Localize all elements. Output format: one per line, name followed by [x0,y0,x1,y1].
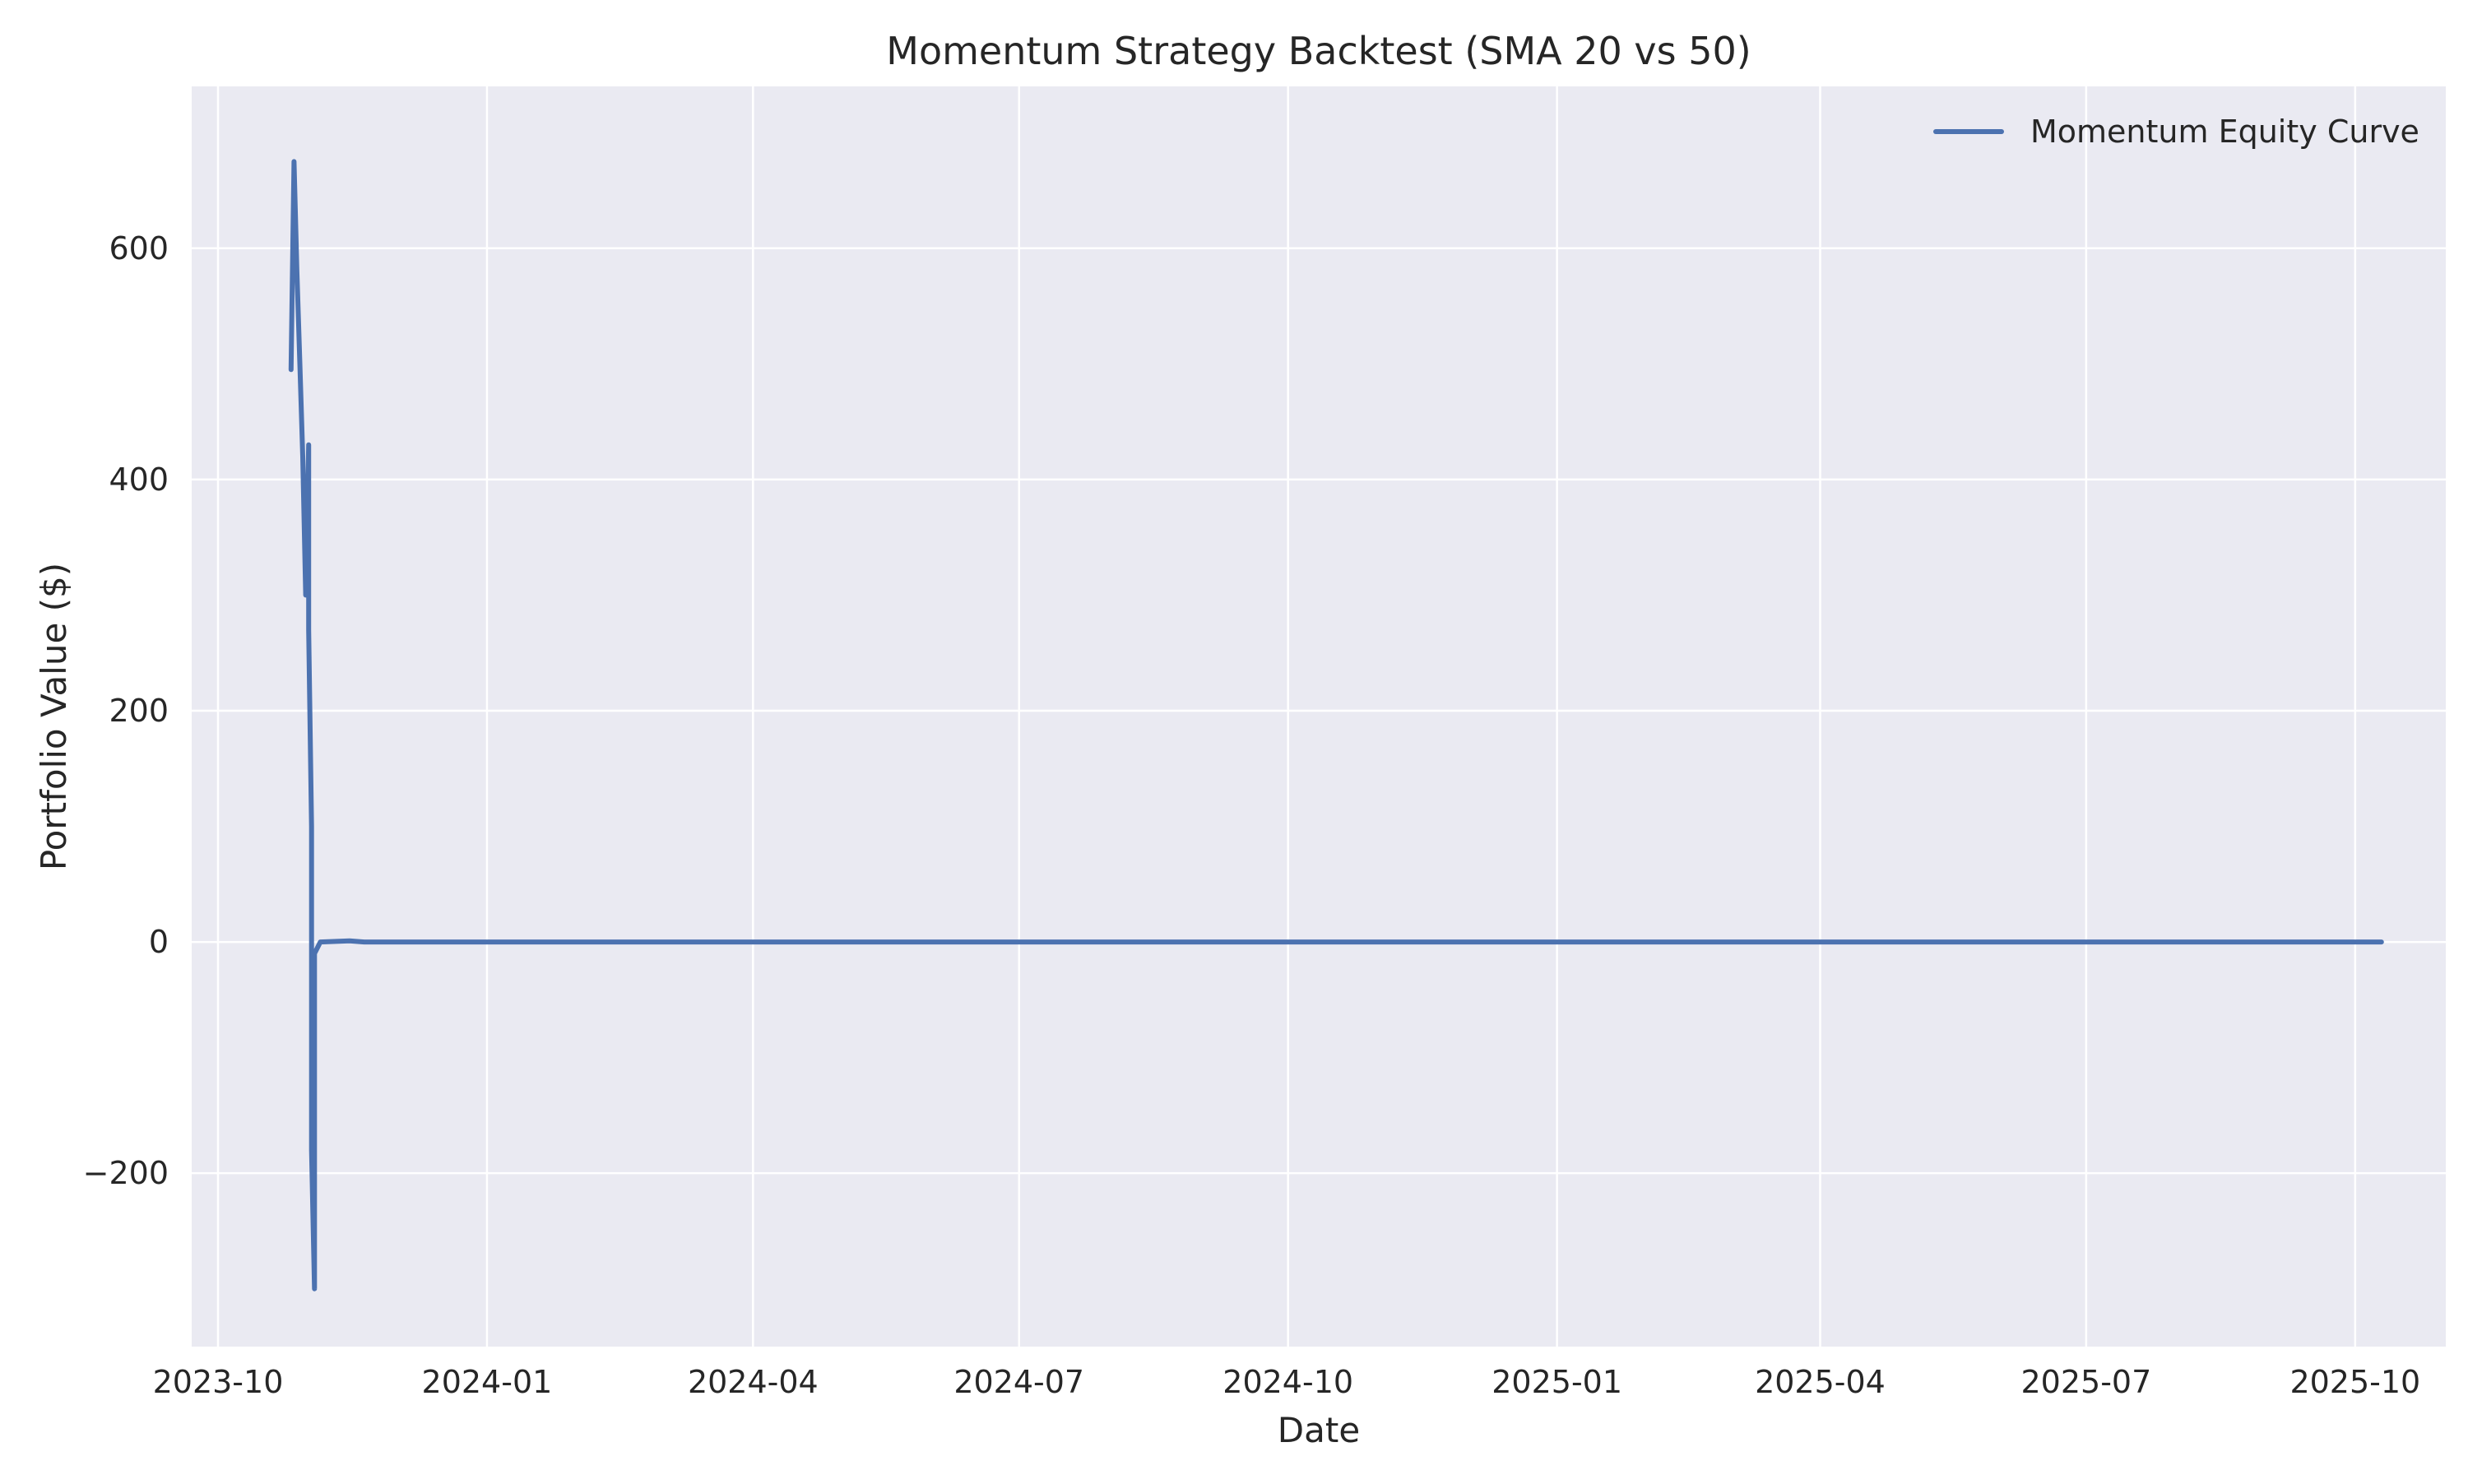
x-tick-label: 2025-07 [2020,1364,2151,1400]
series-layer [288,159,2384,1292]
y-axis-label: Portfolio Value ($) [34,563,74,870]
y-tick-label: 0 [149,924,169,960]
x-axis-label: Date [1278,1410,1360,1450]
x-tick-label: 2025-10 [2289,1364,2420,1400]
plot-area [192,86,2446,1347]
x-tick-label: 2024-10 [1222,1364,1353,1400]
x-tick-label: 2025-01 [1491,1364,1622,1400]
x-tick-label: 2024-04 [688,1364,819,1400]
tick-labels: 2023-10 2024-01 2024-04 2024-07 2024-10 2025-… [83,230,2421,1400]
x-tick-label: 2023-10 [153,1364,284,1400]
legend: Momentum Equity Curve [1933,114,2419,150]
series-line-momentum-equity-curve [288,159,2384,1292]
x-tick-label: 2025-04 [1755,1364,1886,1400]
y-tick-label: 400 [109,461,169,498]
chart-title: Momentum Strategy Backtest (SMA 20 vs 50… [886,29,1751,73]
x-tick-label: 2024-01 [422,1364,553,1400]
y-tick-label: −200 [83,1155,169,1191]
legend-label-momentum-equity-curve: Momentum Equity Curve [2030,114,2419,150]
y-tick-label: 600 [109,230,169,267]
y-tick-label: 200 [109,693,169,729]
x-tick-label: 2024-07 [953,1364,1084,1400]
